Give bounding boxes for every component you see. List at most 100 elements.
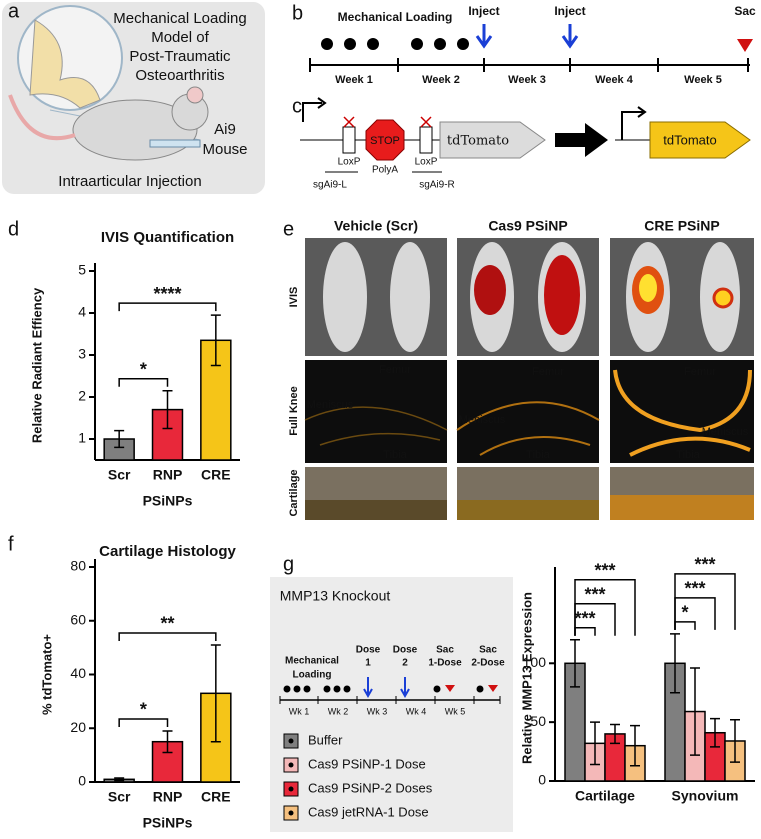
error-bar (162, 730, 173, 754)
y-axis-label: Relative Radiant Effiency (29, 287, 44, 443)
knee-label: Femur (379, 364, 411, 376)
x-tick-label: Synovium (672, 788, 739, 804)
column-header: Cas9 PSiNP (488, 218, 567, 234)
promoter-head (317, 97, 327, 109)
mouse-ear (186, 86, 204, 104)
significance-bracket (118, 302, 217, 312)
column-header: CRE PSiNP (644, 218, 719, 234)
error-bar (590, 721, 600, 766)
dose-arrow (363, 677, 373, 699)
error-bar (710, 717, 720, 748)
loading-dot (344, 38, 356, 50)
limb (390, 242, 430, 352)
significance-bracket (574, 578, 636, 636)
knee-label: Meniscus (459, 414, 506, 426)
panel-label: f (8, 533, 14, 555)
error-bar (690, 667, 700, 756)
reporter-off (439, 121, 546, 159)
sac-dot (433, 685, 441, 693)
y-tick-label: 5 (78, 262, 86, 278)
y-tick-label: 60 (70, 611, 86, 627)
chart-title: IVIS Quantification (101, 229, 234, 246)
mouse-label: Ai9 (214, 121, 236, 138)
week-label: Wk 2 (328, 706, 349, 716)
week-label: Wk 5 (445, 706, 466, 716)
promoter (621, 111, 643, 140)
cut-site (343, 116, 432, 128)
model-title: Mechanical Loading (113, 10, 246, 27)
timeline-title: Mechanical Loading (338, 10, 453, 24)
mouse-tail (8, 94, 76, 141)
loxp-label: LoxP (338, 157, 361, 168)
significance-bracket (574, 626, 596, 636)
cartilage-layer (610, 495, 754, 520)
model-title: Osteoarthritis (135, 67, 224, 84)
sac-dot (476, 685, 484, 693)
knee-label: Meniscus (702, 426, 749, 438)
panel-label: g (283, 553, 294, 575)
y-axis-label: % tdTomato+ (39, 634, 54, 715)
sac-label: 1-Dose (428, 658, 462, 669)
significance-bracket (674, 621, 696, 630)
x-tick-label: RNP (153, 467, 183, 483)
significance-label: ** (160, 614, 174, 634)
x-axis-label: PSiNPs (143, 815, 193, 831)
week-label: Week 3 (508, 74, 546, 86)
reporter-on: tdTomato (663, 132, 716, 147)
x-tick-label: RNP (153, 789, 183, 805)
error-bar (630, 724, 640, 767)
error-bar (730, 719, 740, 763)
loxp-box (342, 126, 356, 154)
significance-bracket (118, 632, 217, 641)
polya-label: PolyA (372, 165, 398, 176)
error-bar (114, 777, 125, 782)
column-header: Vehicle (Scr) (334, 218, 418, 234)
legend-marker (288, 810, 294, 816)
loading-label: Loading (293, 670, 332, 681)
x-tick-label: Scr (108, 789, 131, 805)
injection-label: Intraarticular Injection (58, 173, 201, 190)
significance-label: * (681, 603, 688, 623)
error-bar (570, 638, 580, 688)
promoter (302, 102, 322, 122)
x-tick-label: Scr (108, 467, 131, 483)
tissue (613, 369, 752, 457)
syringe (149, 139, 201, 148)
loading-dot (434, 38, 446, 50)
significance-bracket (118, 718, 169, 727)
significance-label: *** (694, 555, 715, 575)
significance-label: *** (574, 608, 595, 628)
y-tick-label: 100 (523, 654, 547, 670)
error-bar (114, 429, 125, 449)
panel-label: b (292, 2, 303, 24)
panel-g-box (270, 577, 513, 832)
loxp-label: LoxP (415, 157, 438, 168)
dose-label: 2 (402, 658, 408, 669)
error-bar (210, 314, 221, 367)
week-label: Wk 1 (289, 706, 310, 716)
row-label: Cartilage (288, 469, 300, 516)
loading-dot (303, 685, 311, 693)
tissue (304, 406, 448, 446)
sac-marker (737, 39, 753, 52)
dose-label: Dose (356, 645, 381, 656)
y-tick-label: 2 (78, 388, 86, 404)
significance-bracket (118, 377, 169, 387)
legend-marker (288, 786, 294, 792)
significance-bracket (674, 573, 736, 630)
panel-label: e (283, 218, 294, 240)
error-bar (162, 389, 173, 430)
y-tick-label: 4 (78, 304, 86, 320)
week-label: Week 1 (335, 74, 373, 86)
knee-image (610, 360, 754, 463)
y-tick-label: 50 (530, 713, 546, 729)
inject-arrow (561, 24, 579, 49)
panel-label: d (8, 218, 19, 240)
knee-label: Tibia (526, 449, 550, 461)
signal (639, 274, 657, 302)
inject-label: Inject (554, 4, 585, 18)
panel-label: c (292, 95, 302, 117)
chart-title: Cartilage Histology (99, 543, 236, 560)
dose-label: Dose (393, 645, 418, 656)
significance-label: * (140, 700, 147, 720)
